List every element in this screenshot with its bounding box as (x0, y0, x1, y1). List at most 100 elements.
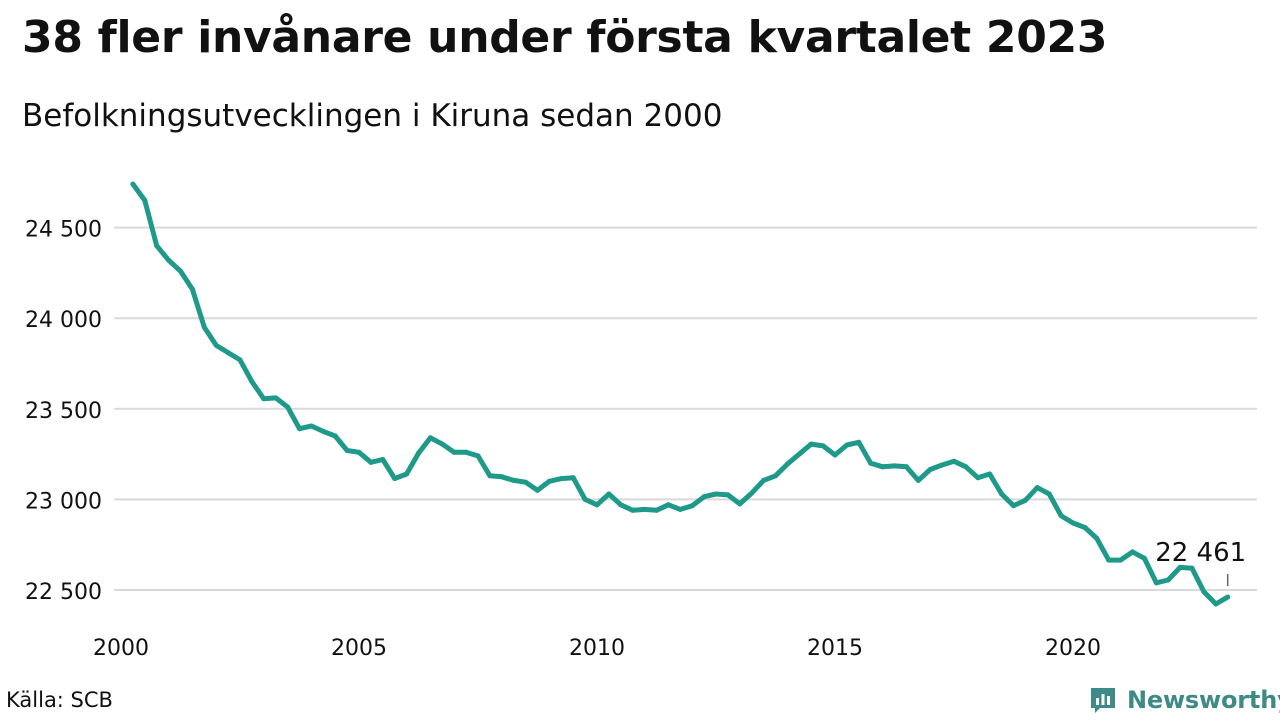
data-point (689, 503, 695, 509)
data-point (927, 467, 933, 472)
data-point (701, 494, 707, 500)
data-point (868, 460, 874, 466)
data-point (1094, 535, 1100, 541)
data-point (178, 268, 183, 274)
data-point (154, 243, 160, 249)
data-point (784, 461, 790, 467)
data-point (1106, 557, 1112, 563)
data-point (273, 395, 279, 401)
data-point (796, 451, 802, 457)
last-value-label: 22 461 (1155, 538, 1246, 568)
data-point (261, 396, 267, 402)
data-point (1213, 601, 1219, 607)
data-point (820, 443, 826, 449)
data-point (856, 439, 862, 445)
data-point (606, 491, 612, 497)
y-tick-label: 24 000 (25, 308, 102, 333)
y-tick-label: 23 500 (25, 399, 102, 424)
data-point (320, 428, 326, 434)
x-tick-label: 2000 (93, 636, 149, 661)
data-point (1034, 485, 1040, 491)
data-point (368, 459, 374, 465)
data-point (475, 453, 481, 459)
data-point (297, 426, 302, 432)
data-point (142, 197, 148, 203)
x-tick-label: 2015 (807, 636, 863, 661)
data-point (582, 496, 588, 502)
data-point (761, 477, 767, 483)
chart-title: 38 fler invånare under första kvartalet … (22, 12, 1108, 63)
data-point (535, 487, 540, 493)
data-point (570, 475, 576, 481)
data-point (166, 257, 172, 263)
data-point (237, 357, 243, 363)
data-point (939, 462, 945, 468)
data-point (558, 476, 564, 482)
data-point (1022, 497, 1028, 503)
data-point (511, 477, 517, 483)
data-point (1225, 594, 1231, 600)
data-point (630, 507, 636, 513)
data-point (915, 477, 921, 483)
data-point (356, 449, 362, 455)
data-point (308, 423, 314, 429)
data-point (892, 463, 897, 469)
data-point (225, 350, 231, 356)
data-point (1141, 555, 1147, 561)
data-point (808, 441, 814, 447)
brand-name: Newsworthy (1127, 686, 1280, 714)
data-point (951, 458, 957, 464)
data-point (1177, 564, 1183, 570)
data-point (713, 491, 719, 497)
data-point (749, 490, 755, 496)
data-point (642, 506, 648, 512)
data-point (832, 452, 838, 458)
data-point (332, 433, 338, 439)
data-point (1082, 525, 1088, 530)
data-point (1011, 503, 1016, 509)
data-point (213, 342, 219, 348)
data-points (130, 181, 1231, 607)
x-axis-tick-labels: 2000 2005 2010 2015 2020 (93, 636, 1101, 661)
data-point (677, 506, 683, 512)
data-point (1165, 577, 1171, 583)
data-point (499, 474, 505, 480)
data-point (1201, 589, 1207, 595)
source-note: Källa: SCB (6, 688, 113, 712)
data-point (546, 478, 552, 484)
data-point (523, 479, 529, 485)
y-tick-label: 23 000 (25, 489, 102, 514)
data-point (880, 464, 886, 470)
bar-chart-speech-bubble-icon (1091, 688, 1115, 713)
population-line (130, 181, 1231, 607)
data-point (344, 448, 350, 453)
data-point (654, 507, 659, 513)
data-point (999, 491, 1005, 497)
x-tick-label: 2020 (1045, 636, 1101, 661)
data-point (1058, 513, 1064, 519)
data-point (773, 473, 778, 479)
data-point (1130, 549, 1135, 555)
data-point (987, 471, 993, 477)
data-point (201, 324, 207, 330)
data-point (1189, 565, 1195, 571)
data-point (427, 435, 433, 441)
data-point (416, 450, 421, 456)
data-point (975, 475, 981, 481)
data-point (130, 181, 136, 187)
data-point (594, 502, 600, 508)
data-point (737, 501, 743, 507)
data-point (404, 471, 410, 477)
data-point (665, 502, 671, 508)
data-point (903, 464, 909, 470)
chart-subtitle: Befolkningsutvecklingen i Kiruna sedan 2… (22, 98, 723, 134)
gridlines (114, 226, 1257, 591)
data-point (380, 457, 386, 462)
data-point (844, 442, 850, 448)
data-point (285, 404, 291, 410)
y-tick-label: 22 500 (25, 580, 102, 605)
data-point (451, 449, 457, 455)
data-point (392, 476, 398, 482)
data-point (725, 492, 731, 498)
